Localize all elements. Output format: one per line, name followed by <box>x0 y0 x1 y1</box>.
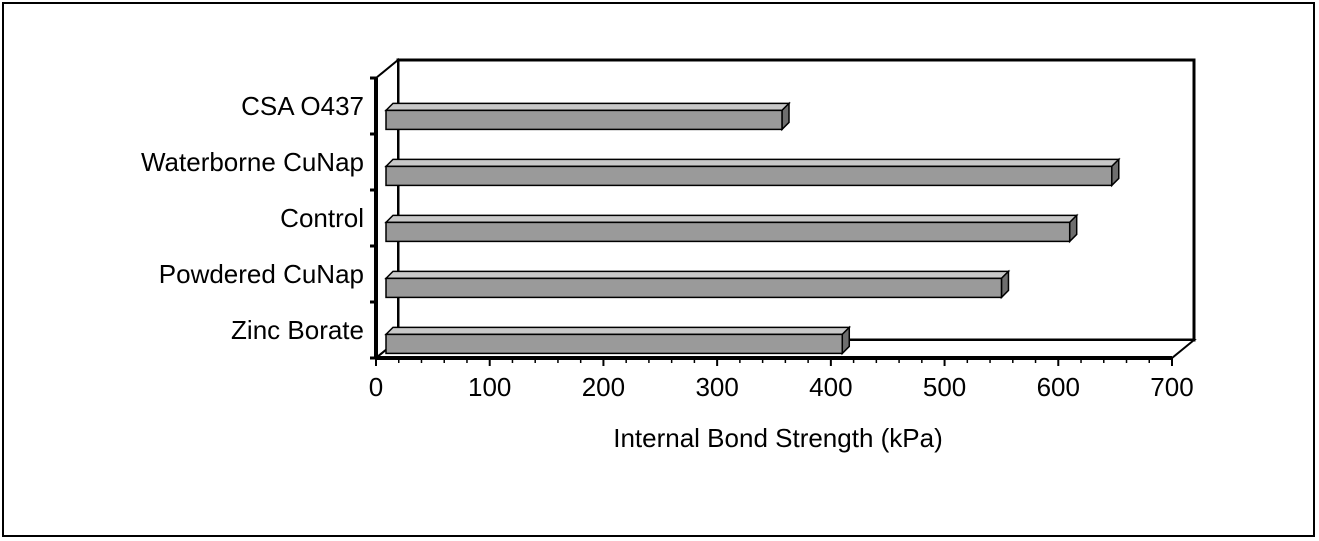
category-label: Control <box>280 203 364 233</box>
x-tick-label: 400 <box>809 372 852 402</box>
x-axis-ticks: 0 100 200 300 400 500 600 700 <box>369 358 1194 402</box>
bar-front <box>385 277 1003 299</box>
bars <box>384 101 1121 356</box>
category-label: CSA O437 <box>241 91 364 121</box>
x-tick-label: 700 <box>1150 372 1193 402</box>
category-label: Waterborne CuNap <box>141 147 364 177</box>
bar <box>384 213 1079 244</box>
x-tick-label: 200 <box>582 372 625 402</box>
category-label: Zinc Borate <box>231 315 364 345</box>
bar-top <box>384 214 1079 224</box>
bar <box>384 101 791 132</box>
bar-top <box>384 270 1011 280</box>
bar-front <box>385 165 1113 187</box>
category-labels: CSA O437 Waterborne CuNap Control Powdered … <box>141 91 364 345</box>
bar-top <box>384 326 852 336</box>
bar <box>384 157 1121 188</box>
bar-top <box>384 158 1121 168</box>
x-tick-label: 0 <box>369 372 383 402</box>
category-label: Powdered CuNap <box>159 259 364 289</box>
x-tick-label: 600 <box>1037 372 1080 402</box>
bar-front <box>385 221 1071 243</box>
bar-top <box>384 102 791 112</box>
bar-front <box>385 109 783 131</box>
bar <box>384 269 1011 300</box>
x-tick-label: 300 <box>695 372 738 402</box>
x-axis-title: Internal Bond Strength (kPa) <box>613 423 943 453</box>
x-tick-label: 100 <box>468 372 511 402</box>
x-tick-label: 500 <box>923 372 966 402</box>
bar-front <box>385 333 844 355</box>
bar <box>384 325 852 356</box>
